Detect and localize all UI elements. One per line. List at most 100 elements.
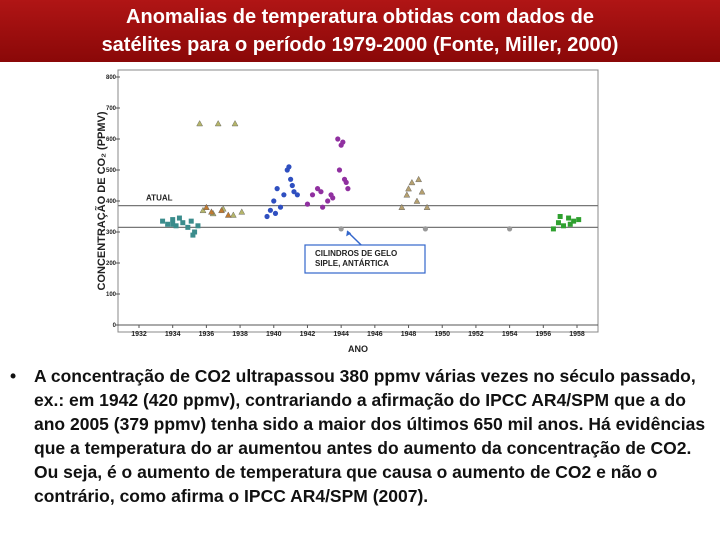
data-point bbox=[160, 218, 166, 224]
data-point bbox=[170, 217, 176, 223]
data-point bbox=[413, 197, 421, 204]
data-point bbox=[325, 198, 331, 204]
data-point bbox=[320, 204, 326, 210]
data-point bbox=[289, 182, 295, 189]
data-point bbox=[180, 220, 186, 226]
data-point bbox=[398, 203, 406, 210]
data-point bbox=[423, 203, 431, 210]
x-tick-label: 1934 bbox=[165, 331, 181, 338]
data-point bbox=[173, 223, 179, 229]
x-tick-label: 1944 bbox=[333, 331, 349, 338]
data-point bbox=[403, 191, 411, 198]
data-point bbox=[507, 226, 513, 232]
x-axis-label: ANO bbox=[348, 344, 368, 354]
plot-frame bbox=[117, 69, 599, 333]
x-tick-label: 1936 bbox=[199, 331, 215, 338]
y-tick-label: 800 bbox=[106, 75, 117, 81]
data-point bbox=[165, 221, 171, 227]
data-point bbox=[576, 217, 582, 223]
data-point bbox=[190, 232, 196, 238]
data-point bbox=[555, 220, 561, 226]
y-tick-label: 0 bbox=[113, 323, 117, 329]
data-point bbox=[271, 198, 277, 204]
data-point bbox=[170, 221, 176, 227]
title-bar: Anomalias de temperatura obtidas com dad… bbox=[0, 0, 720, 62]
x-tick-label: 1948 bbox=[401, 331, 417, 338]
data-point bbox=[224, 211, 232, 218]
bullet-item: • A concentração de CO2 ultrapassou 380 … bbox=[10, 364, 715, 508]
x-tick-label: 1954 bbox=[502, 331, 518, 338]
y-tick-label: 500 bbox=[106, 168, 117, 174]
y-tick-label: 600 bbox=[106, 137, 117, 143]
data-point bbox=[314, 186, 321, 192]
data-point bbox=[557, 214, 563, 219]
data-point bbox=[571, 218, 577, 224]
data-point bbox=[343, 179, 349, 185]
title-line: Anomalias de temperatura obtidas com dad… bbox=[126, 6, 594, 28]
y-tick-label: 300 bbox=[106, 230, 117, 236]
y-tick-label: 400 bbox=[106, 199, 117, 205]
data-point bbox=[340, 139, 346, 145]
data-point bbox=[415, 175, 422, 182]
data-point bbox=[286, 164, 292, 170]
data-point bbox=[288, 176, 294, 182]
data-point bbox=[418, 188, 426, 195]
data-point bbox=[336, 167, 343, 173]
data-point bbox=[264, 213, 270, 220]
data-point bbox=[196, 120, 203, 127]
data-point bbox=[304, 201, 311, 207]
data-point bbox=[277, 204, 284, 210]
data-point bbox=[195, 223, 201, 229]
data-point bbox=[294, 192, 300, 198]
data-point bbox=[561, 223, 567, 229]
data-point bbox=[199, 206, 207, 213]
x-tick-label: 1958 bbox=[569, 331, 585, 338]
data-point bbox=[550, 226, 556, 232]
annotation-text: CILINDROS DE GELO bbox=[315, 249, 397, 258]
data-point bbox=[567, 221, 573, 227]
data-point bbox=[192, 229, 198, 235]
x-tick-label: 1932 bbox=[131, 331, 147, 338]
data-point bbox=[338, 226, 344, 232]
annotation-text: SIPLE, ANTÁRTICA bbox=[315, 259, 389, 268]
x-tick-label: 1946 bbox=[367, 331, 383, 338]
bullet-dot: • bbox=[10, 366, 17, 386]
x-tick-label: 1950 bbox=[434, 331, 450, 338]
title-line: satélites para o período 1979-2000 (Font… bbox=[101, 34, 619, 56]
data-point bbox=[309, 192, 316, 198]
data-point bbox=[345, 186, 351, 192]
data-point bbox=[408, 178, 416, 186]
y-tick-label: 700 bbox=[106, 106, 117, 112]
data-point bbox=[238, 208, 246, 215]
chart: 0 100 200 300 400 500 600 700 800 1932 1934 1936 193… bbox=[95, 69, 599, 354]
data-point bbox=[566, 215, 572, 221]
data-point bbox=[267, 207, 273, 213]
data-point bbox=[185, 224, 191, 230]
y-tick-label: 100 bbox=[106, 292, 117, 298]
x-tick-label: 1956 bbox=[536, 331, 552, 338]
reference-label: ATUAL bbox=[146, 194, 173, 203]
data-point bbox=[422, 226, 428, 232]
data-point bbox=[176, 215, 182, 221]
annotation-arrowhead bbox=[346, 230, 352, 237]
data-point bbox=[231, 120, 239, 127]
x-tick-label: 1952 bbox=[468, 331, 484, 338]
data-point bbox=[405, 185, 412, 192]
y-tick-label: 200 bbox=[106, 261, 117, 267]
annotation-box bbox=[304, 244, 426, 274]
data-point bbox=[272, 210, 279, 216]
x-tick-label: 1938 bbox=[232, 331, 248, 338]
x-tick-label: 1940 bbox=[266, 331, 282, 338]
data-point bbox=[188, 218, 194, 224]
data-point bbox=[318, 189, 324, 195]
data-point bbox=[274, 186, 280, 192]
data-point bbox=[230, 211, 237, 218]
data-point bbox=[335, 136, 341, 142]
x-tick-label: 1942 bbox=[300, 331, 316, 338]
data-point bbox=[214, 120, 222, 127]
data-point bbox=[328, 192, 334, 198]
data-point bbox=[203, 203, 210, 210]
data-point bbox=[291, 189, 297, 195]
bullet-text: A concentração de CO2 ultrapassou 380 pp… bbox=[34, 366, 706, 506]
